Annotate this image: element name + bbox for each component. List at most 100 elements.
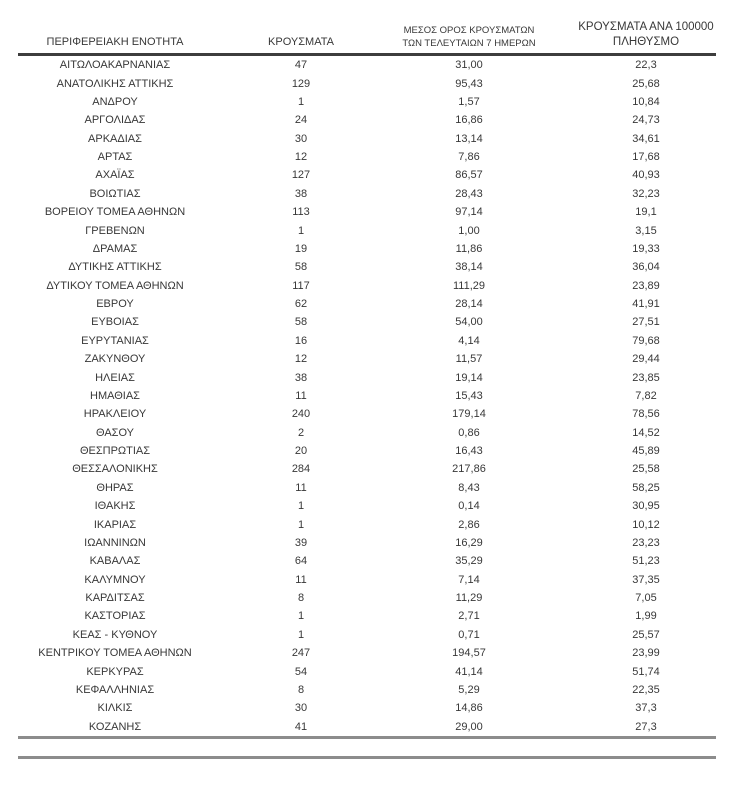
cell-avg7: 29,00 xyxy=(455,720,483,733)
cell-region: ΘΕΣΣΑΛΟΝΙΚΗΣ xyxy=(72,463,158,476)
cell-avg7: 14,86 xyxy=(455,702,483,715)
cell-avg7: 11,29 xyxy=(455,592,483,605)
cell-avg7: 11,57 xyxy=(455,353,483,366)
cell-avg7: 0,71 xyxy=(458,628,480,641)
table-row: ΘΕΣΣΑΛΟΝΙΚΗΣ 284 217,86 25,58 xyxy=(18,460,716,478)
cell-region: ΚΕΡΚΥΡΑΣ xyxy=(86,665,144,678)
cell-avg7: 41,14 xyxy=(455,665,483,678)
cell-per100k: 25,58 xyxy=(632,463,660,476)
table-row: ΔΥΤΙΚΗΣ ΑΤΤΙΚΗΣ 58 38,14 36,04 xyxy=(18,258,716,276)
cell-cases: 8 xyxy=(297,683,305,696)
cell-cases: 113 xyxy=(292,206,310,219)
cell-region: ΔΡΑΜΑΣ xyxy=(92,242,138,255)
cell-region: ΚΑΒΑΛΑΣ xyxy=(89,555,141,568)
cell-region: ΘΗΡΑΣ xyxy=(96,481,134,494)
cell-cases: 1 xyxy=(297,518,305,531)
cell-cases: 11 xyxy=(295,481,307,494)
table-row: ΑΙΤΩΛΟΑΚΑΡΝΑΝΙΑΣ 47 31,00 22,3 xyxy=(18,56,716,74)
cell-cases: 1 xyxy=(297,224,305,237)
cell-avg7: 111,29 xyxy=(452,279,485,292)
table-row: ΙΩΑΝΝΙΝΩΝ 39 16,29 23,23 xyxy=(18,534,716,552)
column-header-avg7: ΜΕΣΟΣ ΟΡΟΣ ΚΡΟΥΣΜΑΤΩΝ ΤΩΝ ΤΕΛΕΥΤΑΙΩΝ 7 ΗΜ… xyxy=(390,24,548,53)
column-header-per100k-line: ΚΡΟΥΣΜΑΤΑ ΑΝΑ 100000 xyxy=(578,21,714,33)
cell-cases: 247 xyxy=(291,647,311,660)
cell-region: ΚΟΖΑΝΗΣ xyxy=(88,720,142,733)
table-row: ΗΜΑΘΙΑΣ 11 15,43 7,82 xyxy=(18,387,716,405)
cell-region: ΑΡΤΑΣ xyxy=(97,151,133,164)
table-row: ΑΡΓΟΛΙΔΑΣ 24 16,86 24,73 xyxy=(18,111,716,129)
cell-per100k: 3,15 xyxy=(635,224,657,237)
cell-cases: 54 xyxy=(294,665,308,678)
cell-region: ΒΟΙΩΤΙΑΣ xyxy=(89,187,141,200)
cell-per100k: 22,3 xyxy=(635,59,657,72)
cell-region: ΘΑΣΟΥ xyxy=(95,426,135,439)
table-row: ΚΑΡΔΙΤΣΑΣ 8 11,29 7,05 xyxy=(18,589,716,607)
page-bottom-rule xyxy=(18,755,716,759)
table-row: ΑΡΤΑΣ 12 7,86 17,68 xyxy=(18,148,716,166)
cell-region: ΗΜΑΘΙΑΣ xyxy=(90,389,140,402)
cell-region: ΘΕΣΠΡΩΤΙΑΣ xyxy=(79,445,151,458)
cell-cases: 8 xyxy=(297,592,305,605)
cell-region: ΔΥΤΙΚΗΣ ΑΤΤΙΚΗΣ xyxy=(68,261,162,274)
cell-cases: 1 xyxy=(297,500,305,513)
column-header-region-line: ΠΕΡΙΦΕΡΕΙΑΚΗ ΕΝΟΤΗΤΑ xyxy=(46,36,184,48)
cell-avg7: 5,29 xyxy=(458,683,480,696)
cell-region: ΕΥΒΟΙΑΣ xyxy=(91,316,139,329)
cell-per100k: 19,33 xyxy=(632,242,660,255)
cell-region: ΑΡΓΟΛΙΔΑΣ xyxy=(84,114,146,127)
table-row: ΚΙΛΚΙΣ 30 14,86 37,3 xyxy=(18,699,716,717)
cell-region: ΕΥΡΥΤΑΝΙΑΣ xyxy=(81,334,149,347)
cell-per100k: 32,23 xyxy=(632,187,660,200)
table-row: ΙΘΑΚΗΣ 1 0,14 30,95 xyxy=(18,497,716,515)
cell-per100k: 23,99 xyxy=(632,647,660,660)
cell-per100k: 14,52 xyxy=(632,426,660,439)
cell-region: ΙΘΑΚΗΣ xyxy=(94,500,136,513)
cell-avg7: 194,57 xyxy=(452,647,486,660)
column-header-avg7-line: ΜΕΣΟΣ ΟΡΟΣ ΚΡΟΥΣΜΑΤΩΝ xyxy=(403,25,535,36)
cell-per100k: 58,25 xyxy=(632,481,660,494)
table-row: ΚΕΡΚΥΡΑΣ 54 41,14 51,74 xyxy=(18,662,716,680)
cell-per100k: 22,35 xyxy=(632,683,660,696)
cell-avg7: 2,71 xyxy=(458,610,480,623)
cell-avg7: 35,29 xyxy=(455,555,483,568)
cell-region: ΙΚΑΡΙΑΣ xyxy=(93,518,137,531)
cell-avg7: 7,14 xyxy=(458,573,480,586)
cell-per100k: 36,04 xyxy=(632,261,660,274)
column-header-cases: ΚΡΟΥΣΜΑΤΑ xyxy=(212,35,390,53)
cell-per100k: 30,95 xyxy=(632,500,660,513)
cell-per100k: 25,57 xyxy=(632,628,660,641)
footer-gap xyxy=(18,739,716,756)
cell-per100k: 10,84 xyxy=(632,95,660,108)
cases-by-region-table: ΠΕΡΙΦΕΡΕΙΑΚΗ ΕΝΟΤΗΤΑ ΚΡΟΥΣΜΑΤΑ ΜΕΣΟΣ ΟΡΟΣ … xyxy=(18,20,716,759)
cell-region: ΑΧΑΪΑΣ xyxy=(95,169,135,182)
column-header-per100k-line: ΠΛΗΘΥΣΜΟ xyxy=(612,36,680,48)
cell-region: ΚΕΦΑΛΛΗΝΙΑΣ xyxy=(75,683,155,696)
cell-avg7: 217,86 xyxy=(452,463,486,476)
cell-cases: 129 xyxy=(291,77,311,90)
cell-cases: 127 xyxy=(291,169,311,182)
cell-region: ΚΑΡΔΙΤΣΑΣ xyxy=(85,592,145,605)
cell-region: ΗΛΕΙΑΣ xyxy=(95,371,135,384)
cell-per100k: 27,51 xyxy=(632,316,660,329)
cell-cases: 11 xyxy=(295,573,307,586)
table-row: ΕΒΡΟΥ 62 28,14 41,91 xyxy=(18,295,716,313)
cell-cases: 58 xyxy=(294,261,308,274)
table-row: ΚΕΦΑΛΛΗΝΙΑΣ 8 5,29 22,35 xyxy=(18,681,716,699)
cell-region: ΓΡΕΒΕΝΩΝ xyxy=(85,224,145,237)
cell-cases: 58 xyxy=(294,316,308,329)
cell-region: ΒΟΡΕΙΟΥ ΤΟΜΕΑ ΑΘΗΝΩΝ xyxy=(44,206,186,219)
cell-cases: 1 xyxy=(297,628,305,641)
cell-region: ΑΝΑΤΟΛΙΚΗΣ ΑΤΤΙΚΗΣ xyxy=(56,77,174,90)
cell-cases: 2 xyxy=(297,426,305,439)
cell-per100k: 25,68 xyxy=(632,77,660,90)
cell-per100k: 7,82 xyxy=(635,389,657,402)
cell-region: ΚΕΝΤΡΙΚΟΥ ΤΟΜΕΑ ΑΘΗΝΩΝ xyxy=(38,647,192,660)
table-row: ΚΕΝΤΡΙΚΟΥ ΤΟΜΕΑ ΑΘΗΝΩΝ 247 194,57 23,99 xyxy=(18,644,716,662)
cell-avg7: 179,14 xyxy=(452,408,486,421)
cell-per100k: 45,89 xyxy=(632,445,660,458)
cell-avg7: 2,86 xyxy=(458,518,480,531)
table-row: ΔΥΤΙΚΟΥ ΤΟΜΕΑ ΑΘΗΝΩΝ 117 111,29 23,89 xyxy=(18,277,716,295)
cell-avg7: 16,43 xyxy=(455,445,483,458)
cell-avg7: 16,86 xyxy=(455,114,483,127)
table-body: ΑΙΤΩΛΟΑΚΑΡΝΑΝΙΑΣ 47 31,00 22,3 ΑΝΑΤΟΛΙΚΗΣ ΑΤ… xyxy=(18,56,716,736)
